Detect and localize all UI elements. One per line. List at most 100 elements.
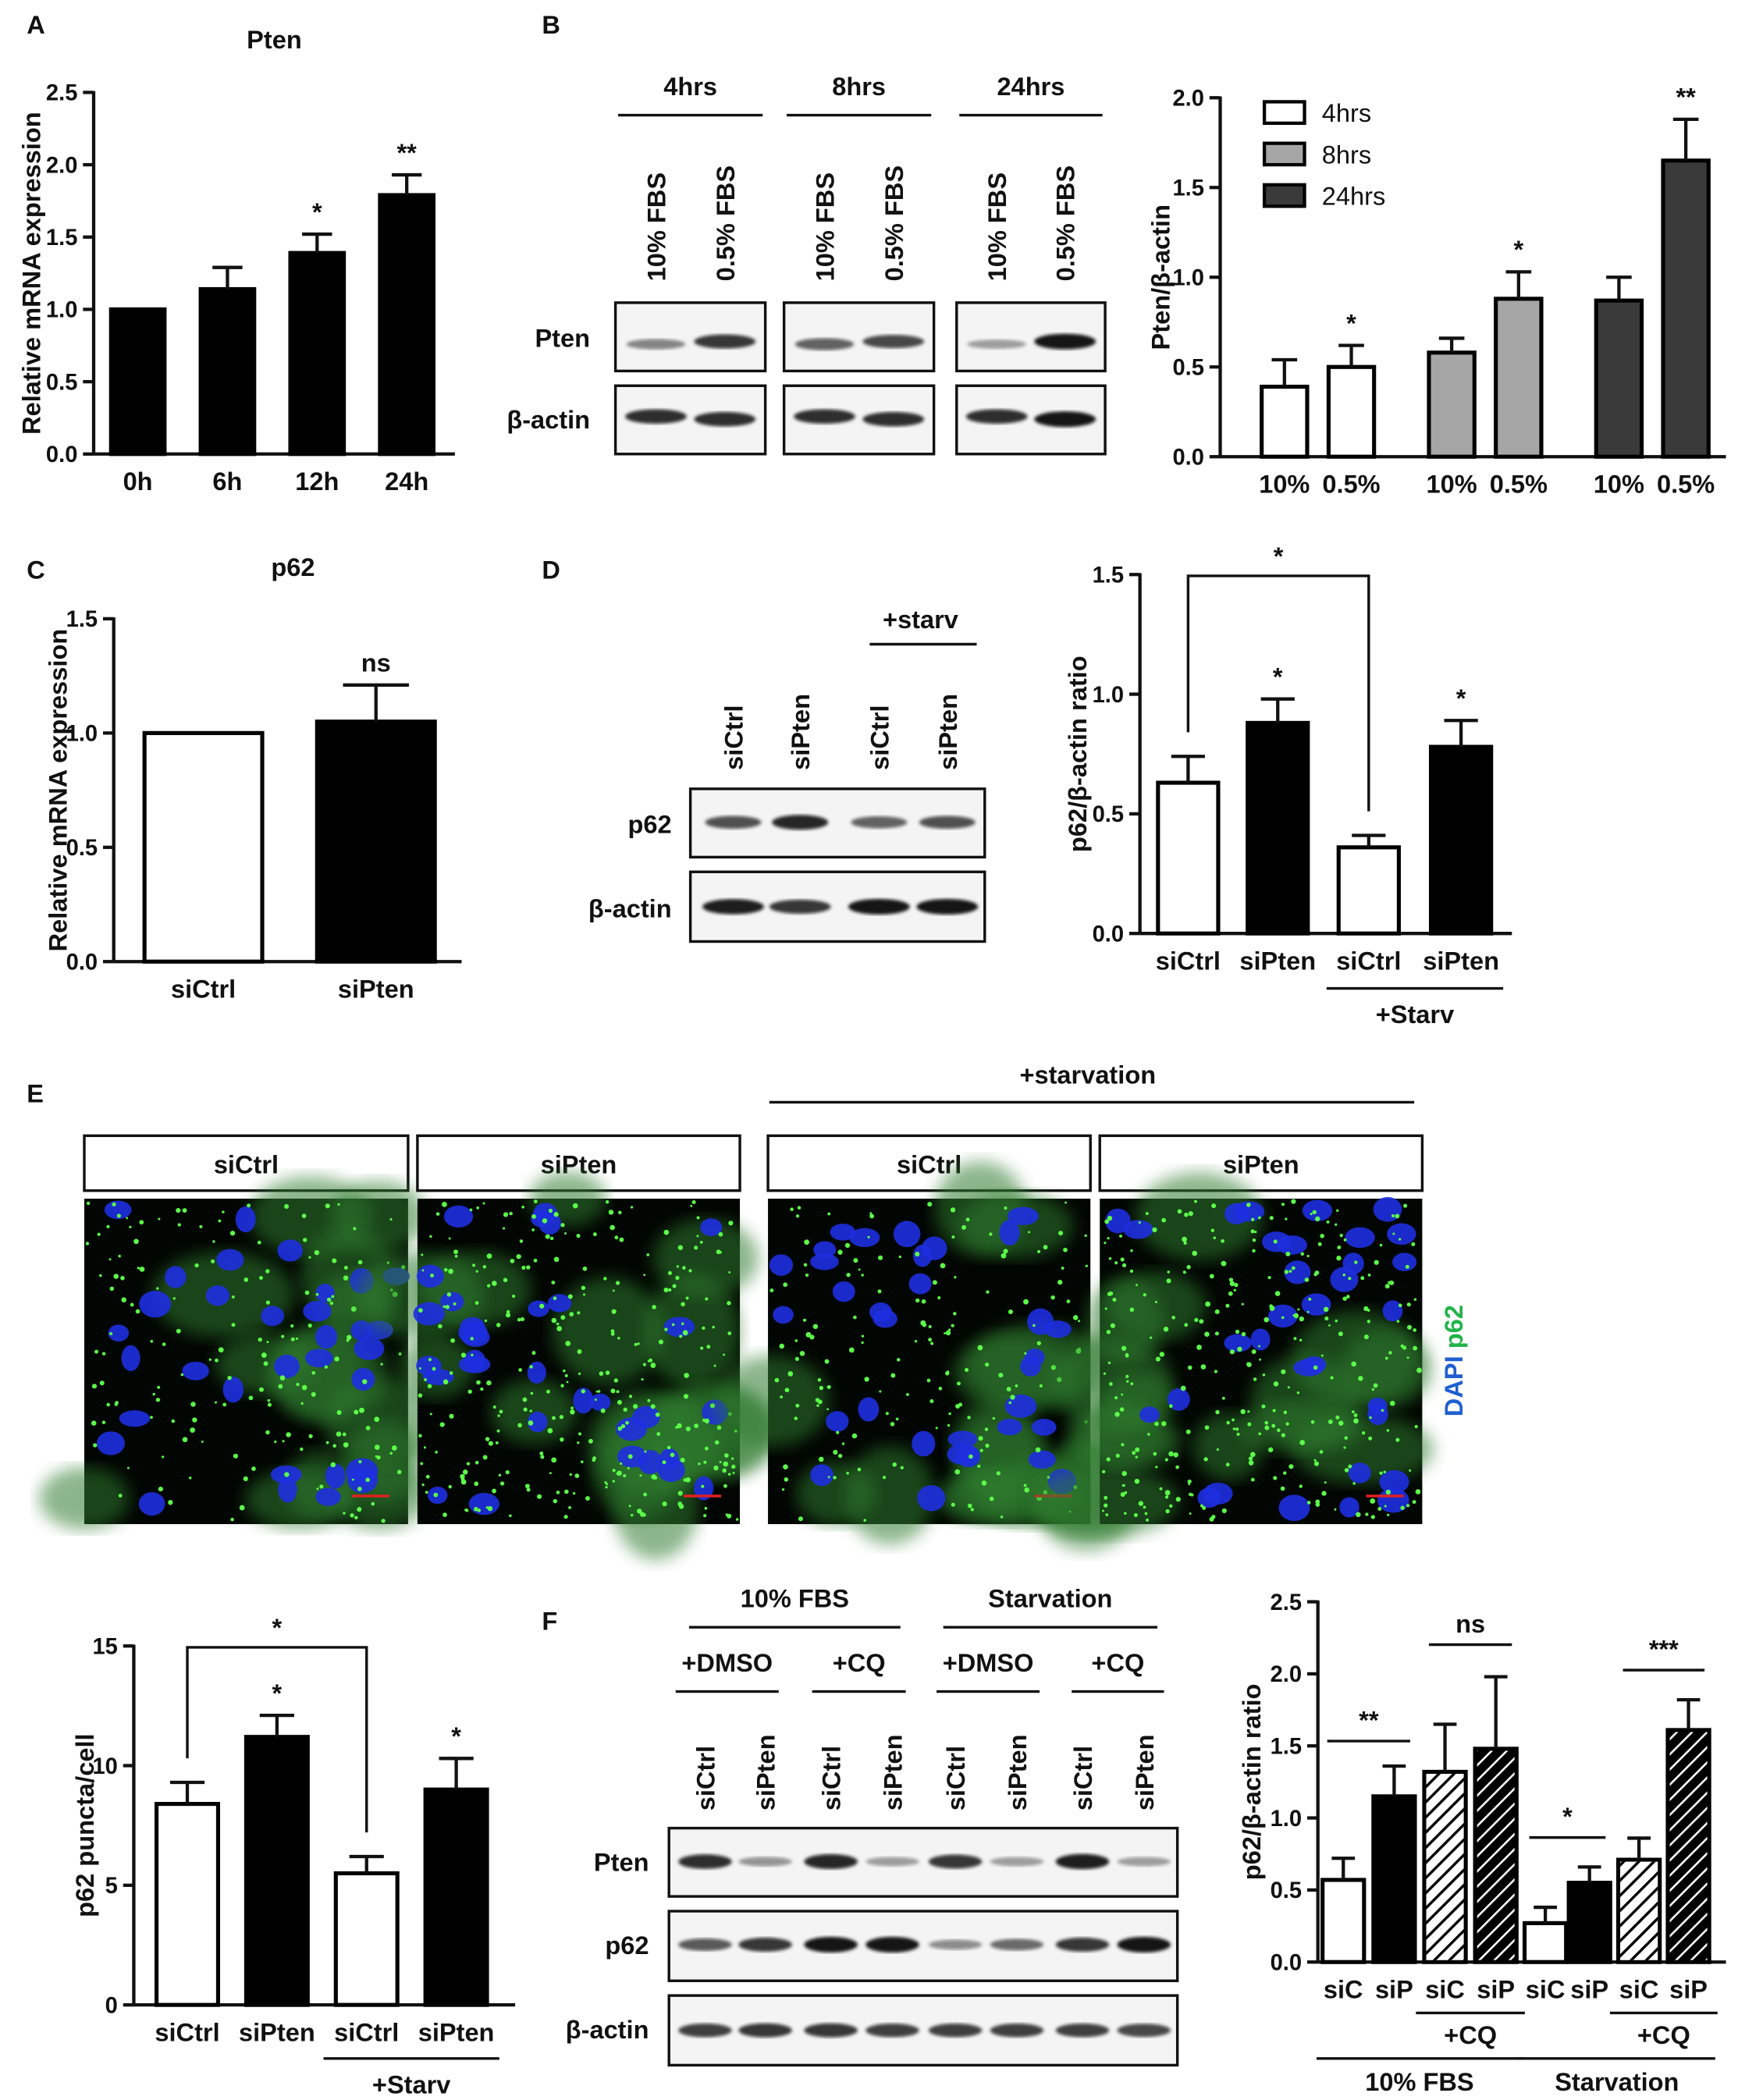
- puncta: [469, 1208, 473, 1212]
- puncta: [1194, 1317, 1199, 1322]
- puncta: [470, 1337, 474, 1341]
- puncta: [446, 1292, 452, 1297]
- puncta: [129, 1225, 132, 1228]
- puncta: [633, 1404, 638, 1409]
- band: [965, 409, 1028, 425]
- puncta: [215, 1401, 217, 1404]
- micrograph: [39, 1176, 442, 1530]
- y-tick-label: 1.5: [46, 226, 78, 251]
- puncta: [1281, 1369, 1286, 1374]
- puncta: [560, 1315, 566, 1320]
- puncta: [1285, 1251, 1291, 1256]
- puncta: [391, 1445, 397, 1451]
- x-tick-label: siPten: [418, 2017, 495, 2046]
- puncta: [1413, 1298, 1417, 1301]
- puncta: [265, 1269, 270, 1274]
- puncta: [900, 1466, 904, 1469]
- puncta: [569, 1312, 574, 1316]
- puncta: [1125, 1354, 1129, 1358]
- puncta: [1306, 1310, 1310, 1313]
- puncta: [325, 1203, 330, 1209]
- puncta: [172, 1297, 176, 1300]
- puncta: [243, 1277, 249, 1282]
- puncta: [1400, 1344, 1404, 1348]
- x-tick-label: siCtrl: [1156, 947, 1221, 975]
- nucleus: [947, 1430, 978, 1448]
- puncta: [610, 1329, 615, 1334]
- puncta: [1308, 1297, 1312, 1301]
- nucleus: [1284, 1260, 1311, 1285]
- nucleus: [304, 1348, 333, 1368]
- puncta: [1288, 1270, 1292, 1273]
- puncta: [453, 1249, 458, 1255]
- puncta: [641, 1378, 644, 1381]
- puncta: [218, 1219, 222, 1223]
- puncta: [683, 1394, 689, 1399]
- nucleus: [261, 1306, 284, 1327]
- puncta: [94, 1349, 99, 1354]
- puncta: [540, 1455, 545, 1459]
- puncta: [1273, 1381, 1279, 1387]
- band: [990, 1938, 1044, 1951]
- puncta: [879, 1390, 882, 1393]
- puncta: [885, 1412, 889, 1416]
- y-tick-label: 1.0: [1093, 683, 1125, 708]
- puncta: [1047, 1476, 1050, 1479]
- puncta: [139, 1267, 145, 1272]
- lane-label: siPten: [752, 1734, 780, 1810]
- puncta: [1104, 1495, 1108, 1500]
- puncta: [1121, 1393, 1124, 1396]
- condition-label: 10% FBS: [741, 1583, 849, 1612]
- puncta: [577, 1349, 582, 1354]
- puncta: [795, 1403, 800, 1408]
- nucleus: [440, 1292, 464, 1312]
- puncta: [526, 1487, 531, 1492]
- puncta: [127, 1466, 130, 1469]
- puncta: [342, 1432, 347, 1437]
- puncta: [432, 1366, 436, 1371]
- lane-label: siCtrl: [720, 705, 748, 769]
- puncta: [1186, 1265, 1191, 1270]
- puncta: [574, 1473, 580, 1478]
- puncta: [915, 1298, 920, 1303]
- puncta: [705, 1297, 709, 1301]
- puncta: [528, 1420, 534, 1426]
- puncta: [563, 1515, 568, 1519]
- cytoplasm: [715, 1355, 830, 1447]
- puncta: [592, 1232, 597, 1237]
- x-tick-label: siCtrl: [1336, 947, 1401, 975]
- row-label: p62: [628, 809, 672, 838]
- puncta: [1247, 1422, 1252, 1427]
- puncta: [1240, 1409, 1246, 1415]
- puncta: [1161, 1217, 1166, 1223]
- puncta: [109, 1286, 114, 1291]
- puncta: [1130, 1249, 1133, 1253]
- band: [862, 411, 925, 427]
- puncta: [803, 1263, 808, 1267]
- puncta: [1124, 1491, 1128, 1494]
- puncta: [531, 1228, 535, 1231]
- puncta: [525, 1484, 530, 1489]
- puncta: [259, 1276, 263, 1281]
- puncta: [113, 1274, 119, 1279]
- puncta: [869, 1212, 873, 1215]
- nucleus: [413, 1302, 446, 1326]
- puncta: [357, 1487, 362, 1491]
- puncta: [1213, 1236, 1217, 1240]
- nucleus: [121, 1345, 140, 1371]
- puncta: [176, 1207, 181, 1213]
- puncta: [1334, 1508, 1337, 1511]
- puncta: [679, 1334, 683, 1338]
- puncta: [279, 1375, 286, 1381]
- puncta: [1119, 1407, 1125, 1412]
- puncta: [1310, 1213, 1313, 1216]
- puncta: [1338, 1420, 1344, 1426]
- puncta: [712, 1325, 715, 1329]
- band: [865, 1936, 919, 1953]
- puncta: [1352, 1410, 1355, 1414]
- puncta: [1395, 1213, 1400, 1219]
- puncta: [1104, 1503, 1108, 1508]
- puncta: [1112, 1297, 1117, 1302]
- puncta: [350, 1306, 357, 1312]
- puncta: [1050, 1365, 1057, 1370]
